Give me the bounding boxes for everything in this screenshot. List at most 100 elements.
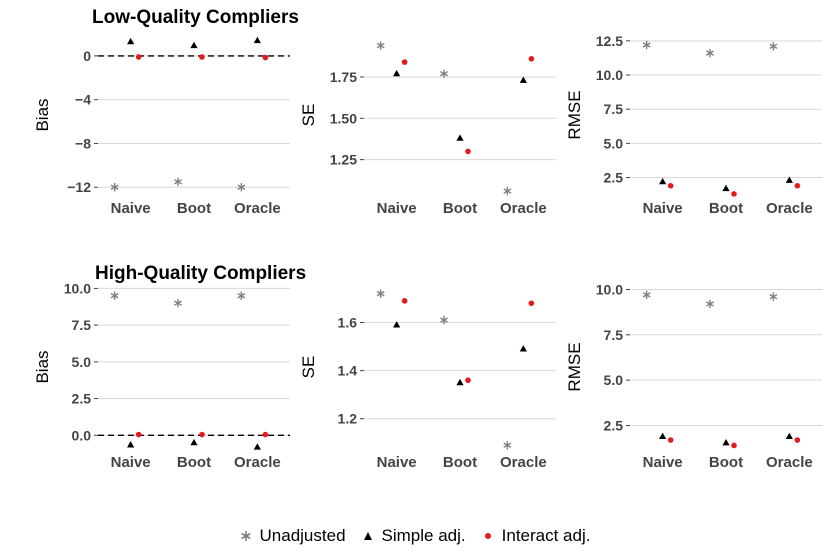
y-tick-label: 10.0 xyxy=(596,67,623,83)
point-interact-boot xyxy=(465,148,471,155)
figure-canvas: 0 −4 −8 −12 Naive Boot Oracle Bias Low-Quality C… xyxy=(33,7,822,471)
point-interact-oracle xyxy=(794,437,801,443)
point-unadjusted-boot xyxy=(706,299,714,309)
y-axis-label: RMSE xyxy=(565,90,584,139)
y-tick-label: 1.6 xyxy=(338,314,358,330)
x-tick-label-oracle: Oracle xyxy=(234,454,281,471)
point-simple-boot xyxy=(722,438,730,446)
y-tick-label: 10.0 xyxy=(64,280,91,296)
point-unadjusted-boot xyxy=(706,48,714,58)
panel-title: Low-Quality Compliers xyxy=(92,7,299,28)
point-simple-oracle xyxy=(253,443,261,450)
panel-low-bias: 0 −4 −8 −12 Naive Boot Oracle Bias Low-Quality C… xyxy=(33,7,299,217)
x-tick-label-boot: Boot xyxy=(443,200,477,217)
y-tick-label: 10.0 xyxy=(596,281,623,297)
panel-high-rmse: 10.0 7.5 5.0 2.5 Naive Boot Oracle RMSE xyxy=(565,281,822,471)
point-interact-naive xyxy=(401,298,408,304)
y-tick-label: 1.50 xyxy=(330,110,357,126)
panel-low-rmse: 12.5 10.0 7.5 5.0 2.5 Naive Boot Oracle RMSE xyxy=(565,33,822,217)
y-tick-label: 2.5 xyxy=(604,170,624,186)
point-unadjusted-oracle xyxy=(769,292,778,301)
point-simple-oracle xyxy=(785,432,793,439)
y-tick-label: 0.0 xyxy=(72,427,92,443)
point-simple-boot xyxy=(190,41,198,49)
point-interact-boot xyxy=(465,377,471,384)
point-unadjusted-oracle xyxy=(769,42,778,51)
panel-low-se: 1.75 1.50 1.25 Naive Boot Oracle SE xyxy=(299,41,556,217)
y-tick-label: 1.25 xyxy=(330,152,357,168)
point-unadjusted-boot xyxy=(440,69,448,78)
point-simple-boot xyxy=(722,184,730,192)
panel-high-se: 1.6 1.4 1.2 Naive Boot Oracle SE xyxy=(299,289,556,471)
point-interact-oracle xyxy=(528,300,535,307)
y-axis-label: RMSE xyxy=(565,342,584,391)
point-simple-naive xyxy=(393,69,401,77)
point-simple-naive xyxy=(659,432,667,439)
y-tick-label: 12.5 xyxy=(596,33,623,49)
point-unadjusted-boot xyxy=(174,177,182,186)
point-simple-boot xyxy=(456,378,464,386)
point-unadjusted-naive xyxy=(642,40,651,50)
point-unadjusted-naive xyxy=(642,290,651,300)
y-tick-label: 5.0 xyxy=(604,372,624,388)
y-tick-label: 2.5 xyxy=(604,418,624,434)
point-unadjusted-naive xyxy=(110,291,119,300)
point-simple-naive xyxy=(659,177,667,185)
point-interact-boot xyxy=(731,442,737,449)
x-tick-label-naive: Naive xyxy=(377,454,417,471)
asterisk-icon xyxy=(240,531,251,541)
point-simple-oracle xyxy=(253,36,261,44)
point-simple-naive xyxy=(127,37,135,45)
y-tick-label: 7.5 xyxy=(72,317,92,333)
point-unadjusted-oracle xyxy=(237,183,246,192)
point-interact-naive xyxy=(401,59,408,65)
point-interact-oracle xyxy=(262,54,269,61)
x-tick-label-boot: Boot xyxy=(443,454,477,471)
point-interact-oracle xyxy=(528,55,535,62)
y-axis-label: SE xyxy=(299,356,318,379)
point-simple-boot xyxy=(456,134,464,141)
point-interact-naive xyxy=(135,54,142,60)
point-unadjusted-boot xyxy=(440,315,448,325)
x-tick-label-oracle: Oracle xyxy=(500,200,547,217)
point-interact-naive xyxy=(667,182,674,189)
y-tick-label: 0 xyxy=(83,48,91,64)
x-tick-label-oracle: Oracle xyxy=(500,454,547,471)
x-tick-label-oracle: Oracle xyxy=(234,200,281,217)
legend-label-simple: Simple adj. xyxy=(381,526,466,545)
panel-high-bias: 10.0 7.5 5.0 2.5 0.0 Naive Boot Oracle Bias High-… xyxy=(33,263,306,471)
legend-label-unadjusted: Unadjusted xyxy=(259,526,346,545)
x-tick-label-boot: Boot xyxy=(177,200,211,217)
y-tick-label: 5.0 xyxy=(604,135,624,151)
y-tick-label: 5.0 xyxy=(72,354,92,370)
point-simple-boot xyxy=(190,438,198,446)
point-unadjusted-oracle xyxy=(237,291,246,300)
point-interact-naive xyxy=(667,437,674,443)
y-tick-label: 2.5 xyxy=(72,391,92,407)
legend-item-simple: Simple adj. xyxy=(362,526,466,546)
y-axis-label: Bias xyxy=(33,350,52,383)
x-tick-label-naive: Naive xyxy=(377,200,417,217)
x-tick-label-boot: Boot xyxy=(177,454,211,471)
point-interact-boot xyxy=(731,191,737,197)
legend: Unadjusted Simple adj. Interact adj. xyxy=(0,524,830,548)
dot-icon xyxy=(484,533,491,539)
x-tick-label-oracle: Oracle xyxy=(766,200,813,217)
y-tick-label: 1.4 xyxy=(338,363,358,379)
point-interact-oracle xyxy=(262,431,269,438)
point-unadjusted-boot xyxy=(174,298,182,308)
point-unadjusted-naive xyxy=(376,289,385,298)
point-simple-naive xyxy=(393,321,401,328)
x-tick-label-naive: Naive xyxy=(643,454,683,471)
point-simple-naive xyxy=(127,441,135,448)
point-interact-oracle xyxy=(794,182,801,189)
point-unadjusted-oracle xyxy=(503,440,512,450)
y-tick-label: 1.75 xyxy=(330,69,357,85)
y-axis-label: Bias xyxy=(33,98,52,131)
point-simple-oracle xyxy=(519,345,527,352)
x-tick-label-naive: Naive xyxy=(111,200,151,217)
point-unadjusted-naive xyxy=(376,41,385,50)
panel-title: High-Quality Compliers xyxy=(95,263,306,284)
x-tick-label-naive: Naive xyxy=(111,454,151,471)
point-simple-oracle xyxy=(519,76,527,83)
